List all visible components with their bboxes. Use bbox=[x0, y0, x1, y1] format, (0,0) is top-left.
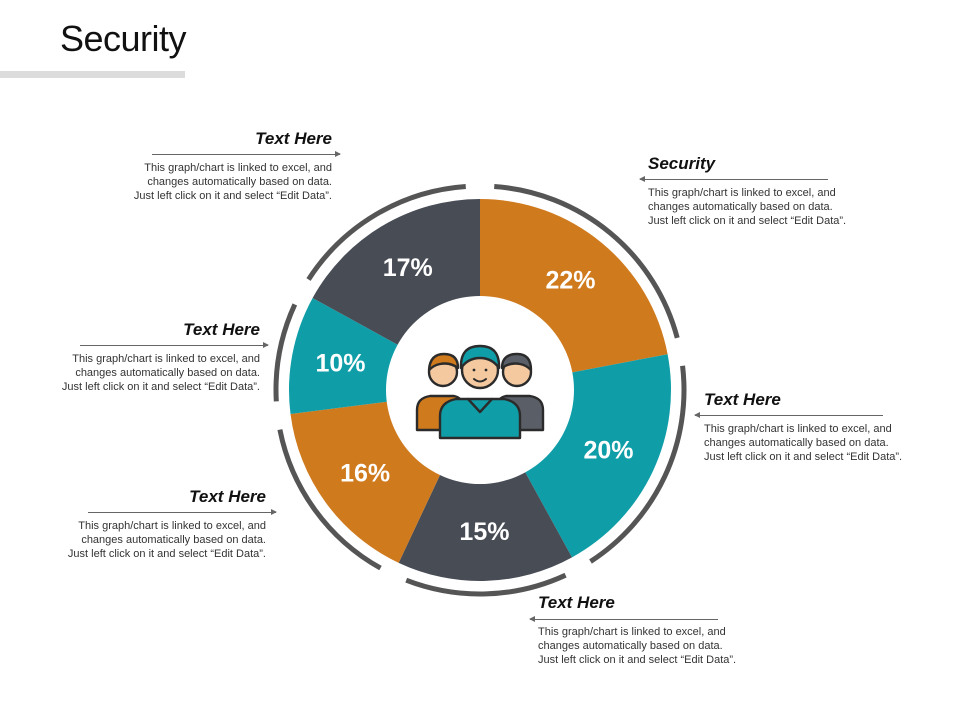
annotation-middle-left: Text Here This graph/chart is linked to … bbox=[0, 320, 260, 394]
annotation-top-right: Security This graph/chart is linked to e… bbox=[648, 154, 908, 228]
slice-label: 20% bbox=[583, 436, 633, 464]
slice-label: 16% bbox=[340, 459, 390, 487]
outer-ring-arc bbox=[273, 303, 298, 402]
arrow-left-icon bbox=[529, 616, 718, 622]
annotation-top-left: Text Here This graph/chart is linked to … bbox=[72, 129, 332, 203]
annotation-title: Text Here bbox=[255, 129, 332, 148]
slice-label: 15% bbox=[459, 518, 509, 546]
annotation-bottom-left: Text Here This graph/chart is linked to … bbox=[6, 487, 266, 561]
outer-ring-arcs bbox=[273, 184, 687, 597]
team-people-icon bbox=[415, 344, 545, 440]
outer-ring-arc bbox=[405, 572, 567, 597]
outer-ring-arc bbox=[589, 365, 687, 564]
arrow-left-icon bbox=[694, 412, 883, 418]
arrow-right-icon bbox=[80, 342, 269, 348]
title-underline-bar bbox=[0, 71, 185, 78]
annotation-title: Text Here bbox=[704, 390, 781, 409]
outer-ring-arc bbox=[277, 429, 382, 571]
slice-labels: 22% 20% 15% 16% 10% 17% bbox=[315, 254, 633, 546]
annotation-body: This graph/chart is linked to excel, and… bbox=[538, 626, 737, 666]
arrow-right-icon bbox=[152, 151, 341, 157]
annotation-middle-right: Text Here This graph/chart is linked to … bbox=[704, 390, 960, 464]
annotation-bottom-right: Text Here This graph/chart is linked to … bbox=[538, 593, 798, 667]
outer-ring-arc bbox=[306, 184, 466, 281]
page-title: Security bbox=[60, 18, 187, 59]
annotation-body: This graph/chart is linked to excel, and… bbox=[704, 423, 903, 463]
arrow-right-icon bbox=[88, 509, 277, 515]
annotation-title: Security bbox=[648, 154, 716, 173]
pie-slice bbox=[398, 390, 573, 581]
annotation-body: This graph/chart is linked to excel, and… bbox=[67, 520, 266, 560]
annotation-title: Text Here bbox=[189, 487, 266, 506]
outer-ring-arc bbox=[494, 184, 680, 339]
annotation-body: This graph/chart is linked to excel, and… bbox=[61, 353, 260, 393]
annotation-title: Text Here bbox=[183, 320, 260, 339]
slice-label: 22% bbox=[545, 267, 595, 295]
slice-label: 10% bbox=[315, 349, 365, 377]
annotation-title: Text Here bbox=[538, 593, 615, 612]
arrow-left-icon bbox=[639, 176, 828, 182]
annotation-body: This graph/chart is linked to excel, and… bbox=[133, 162, 332, 202]
slice-label: 17% bbox=[383, 254, 433, 282]
annotation-body: This graph/chart is linked to excel, and… bbox=[648, 187, 847, 227]
donut-hole bbox=[386, 296, 574, 484]
